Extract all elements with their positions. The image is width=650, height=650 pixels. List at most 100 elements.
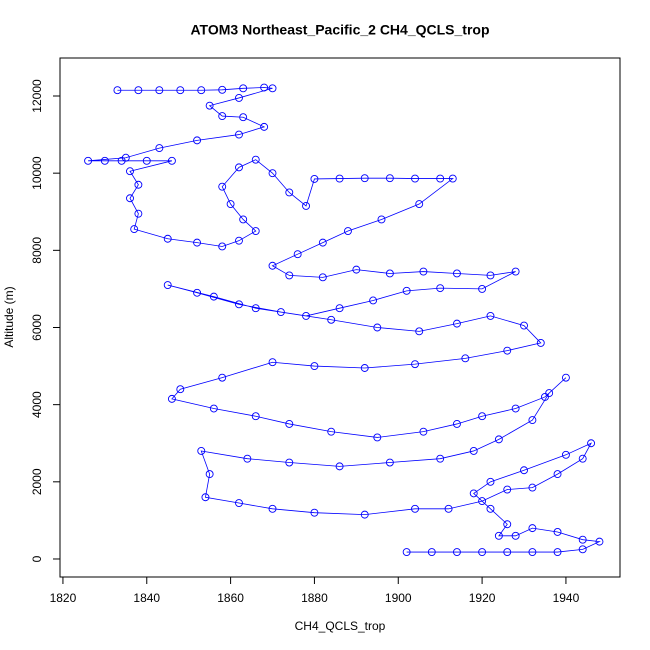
data-point bbox=[561, 373, 570, 382]
data-point bbox=[100, 156, 109, 165]
data-point bbox=[285, 419, 294, 428]
data-point bbox=[218, 242, 227, 251]
data-point bbox=[205, 101, 214, 110]
data-point bbox=[486, 504, 495, 513]
chart-title: ATOM3 Northeast_Pacific_2 CH4_QCLS_trop bbox=[190, 22, 489, 38]
data-point bbox=[201, 493, 210, 502]
data-point bbox=[260, 122, 269, 131]
data-point bbox=[318, 238, 327, 247]
data-point bbox=[310, 175, 319, 183]
data-point bbox=[218, 373, 227, 382]
data-line bbox=[88, 87, 601, 553]
data-point bbox=[134, 180, 143, 189]
data-point bbox=[419, 267, 428, 276]
data-point bbox=[209, 404, 218, 413]
y-tick-label: 12000 bbox=[30, 79, 44, 113]
data-point bbox=[595, 537, 604, 546]
data-point bbox=[335, 174, 344, 183]
data-point bbox=[318, 273, 327, 282]
data-point bbox=[235, 93, 243, 102]
data-point bbox=[587, 439, 596, 448]
data-point bbox=[561, 450, 570, 459]
data-point bbox=[344, 227, 352, 235]
data-point bbox=[251, 304, 260, 313]
data-point bbox=[117, 156, 126, 165]
data-point bbox=[486, 477, 495, 486]
data-point bbox=[235, 130, 243, 139]
data-point bbox=[448, 174, 457, 183]
data-point bbox=[163, 234, 172, 243]
data-point bbox=[285, 188, 294, 197]
x-tick-label: 1820 bbox=[50, 591, 77, 605]
data-point bbox=[469, 489, 478, 498]
data-point bbox=[142, 156, 151, 165]
data-point bbox=[335, 462, 344, 471]
data-point bbox=[369, 296, 378, 305]
data-point bbox=[130, 225, 139, 234]
data-point bbox=[226, 200, 235, 208]
data-point bbox=[163, 281, 172, 290]
data-point bbox=[528, 524, 537, 533]
data-point bbox=[436, 284, 445, 293]
data-point bbox=[578, 454, 587, 463]
data-point bbox=[494, 435, 503, 444]
data-point bbox=[444, 504, 453, 513]
data-point bbox=[511, 404, 520, 413]
data-point bbox=[302, 202, 310, 210]
data-point bbox=[268, 261, 277, 270]
data-point bbox=[209, 292, 218, 301]
data-point bbox=[310, 362, 319, 371]
data-point bbox=[385, 458, 394, 467]
data-point bbox=[553, 548, 562, 556]
y-tick-label: 10000 bbox=[30, 156, 44, 190]
data-point bbox=[578, 545, 587, 554]
data-point bbox=[452, 269, 461, 278]
data-point bbox=[126, 194, 134, 203]
data-point bbox=[452, 319, 461, 328]
data-point bbox=[360, 510, 369, 519]
data-point bbox=[494, 531, 503, 540]
data-point bbox=[478, 284, 487, 293]
data-point bbox=[385, 269, 394, 278]
data-point bbox=[478, 497, 487, 506]
data-point bbox=[134, 86, 143, 95]
data-point bbox=[239, 113, 248, 122]
x-tick-label: 1860 bbox=[217, 591, 244, 605]
data-point bbox=[310, 508, 319, 517]
data-point bbox=[419, 427, 428, 436]
data-point bbox=[528, 548, 537, 556]
data-point bbox=[553, 470, 562, 479]
data-point bbox=[155, 144, 164, 153]
data-point bbox=[167, 394, 176, 403]
x-tick-label: 1880 bbox=[301, 591, 328, 605]
data-point bbox=[436, 174, 445, 183]
data-point bbox=[511, 267, 520, 276]
data-point bbox=[486, 271, 495, 280]
data-point bbox=[218, 182, 227, 191]
data-point bbox=[411, 504, 419, 513]
data-point bbox=[415, 327, 424, 336]
data-point bbox=[520, 321, 528, 330]
y-axis-label: Altitude (m) bbox=[2, 286, 16, 347]
data-point bbox=[373, 323, 382, 332]
data-point bbox=[536, 338, 545, 347]
data-point bbox=[218, 112, 227, 121]
data-point bbox=[327, 315, 336, 324]
data-point bbox=[251, 227, 260, 235]
data-point bbox=[268, 358, 277, 367]
data-point bbox=[377, 215, 386, 224]
data-point bbox=[235, 499, 243, 507]
data-point bbox=[352, 265, 361, 274]
data-point bbox=[503, 346, 512, 355]
data-point bbox=[268, 169, 277, 178]
data-point bbox=[293, 250, 302, 259]
data-point bbox=[193, 238, 202, 247]
data-point bbox=[452, 548, 461, 556]
data-point bbox=[205, 470, 214, 479]
y-tick-label: 6000 bbox=[30, 314, 44, 341]
data-point bbox=[126, 167, 134, 176]
data-point bbox=[436, 454, 445, 463]
data-point bbox=[243, 454, 252, 463]
data-point bbox=[84, 156, 93, 165]
